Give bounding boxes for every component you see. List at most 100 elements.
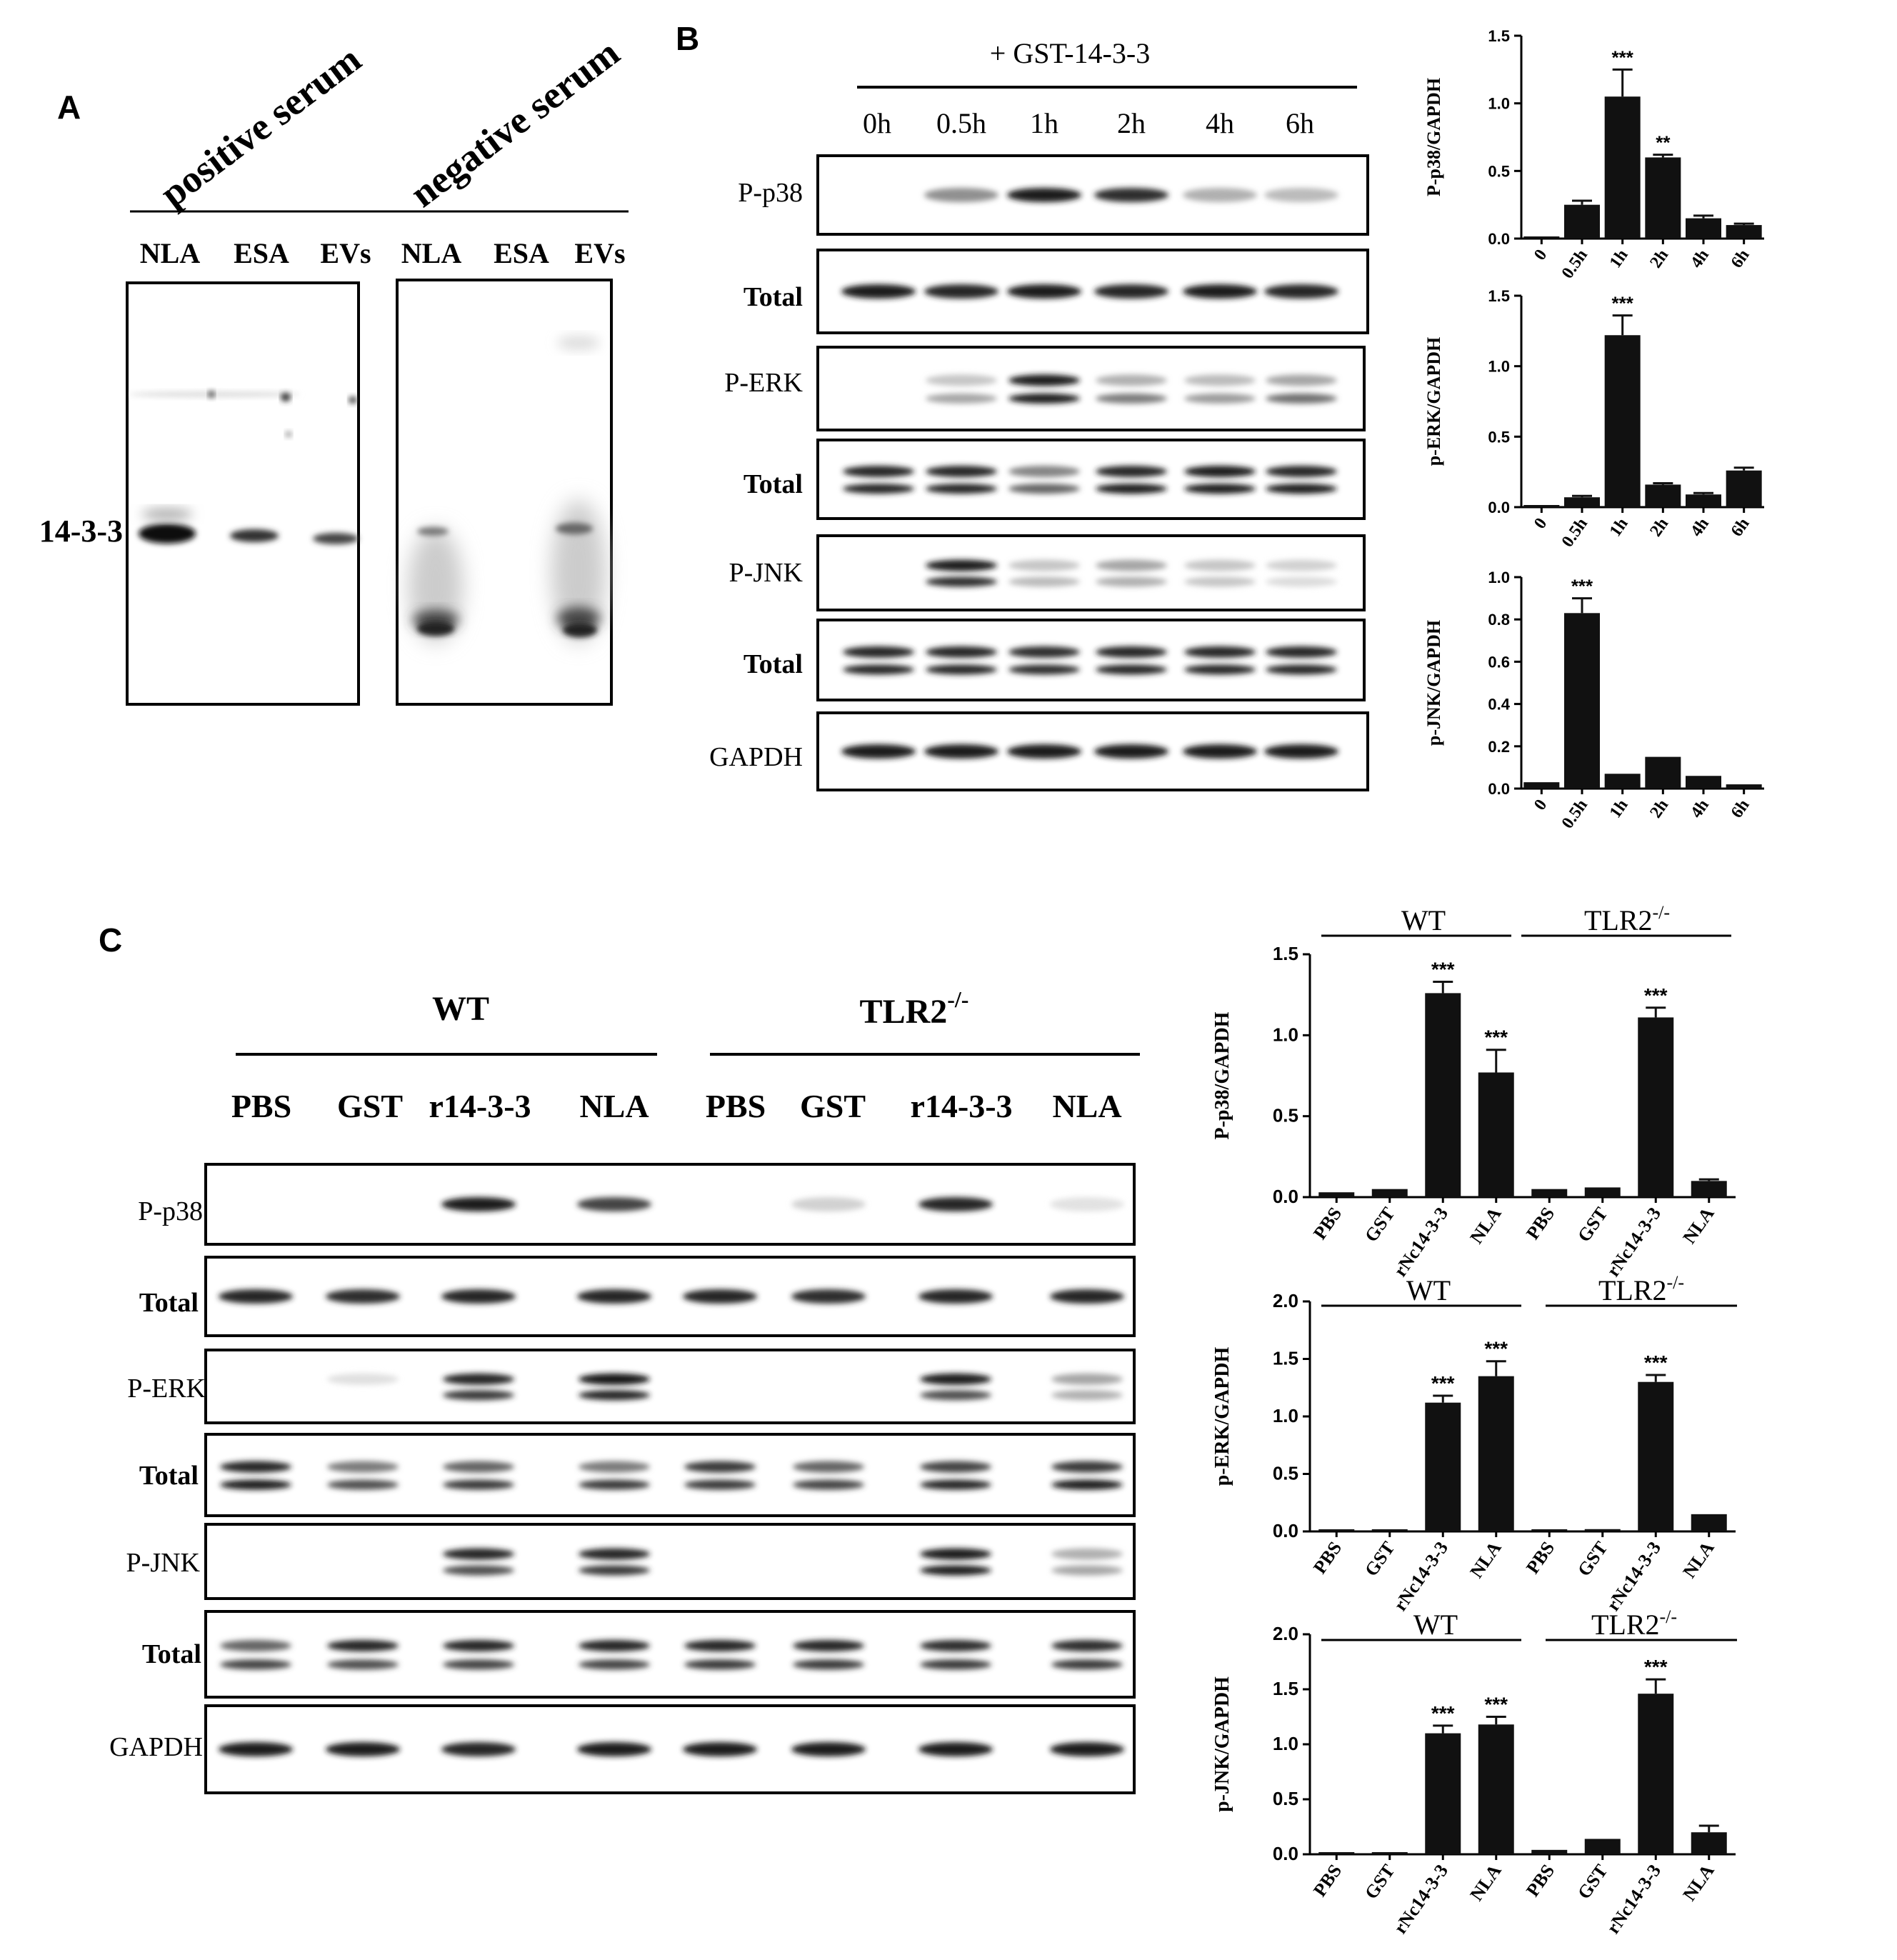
lane-label: EVs [574,237,625,269]
x-tick-label: GST [1573,1538,1612,1580]
row-label: P-p38 [138,1196,203,1226]
significance-label: *** [1484,1026,1508,1049]
x-tick-label: 2h [1646,515,1672,541]
row-label: GAPDH [709,742,803,772]
y-tick-label: 0.8 [1488,611,1510,629]
group-label-tlr2: TLR2-/- [860,986,969,1031]
blot-band [1051,1390,1123,1401]
blot-band [1094,284,1168,299]
blot-band [577,1742,651,1756]
row-label: Total [142,1639,201,1669]
blot-band [924,744,998,759]
y-axis-label: P-p38/GAPDH [1211,1011,1233,1139]
blot-band [1266,466,1337,477]
bar [1531,1529,1568,1531]
superscript: -/- [1667,1272,1685,1293]
blot-band [1051,1461,1123,1473]
blot-positive-serum [126,281,360,706]
blot-band [579,1373,650,1385]
bar [1371,1189,1408,1197]
blot-band [1051,1548,1123,1560]
blot-band [327,1373,399,1385]
blot-band [579,1390,650,1401]
y-tick-label: 0.4 [1488,696,1510,714]
x-tick-label: rNc14-3-3 [1390,1861,1453,1938]
panel-b: B + GST-14-3-3 0h 0.5h 1h 2h 4h 6h P-p38… [676,20,1369,791]
y-tick-label: 0.5 [1273,1788,1298,1809]
x-tick-label: PBS [1309,1204,1346,1244]
blot-band [1007,188,1081,202]
bar [1726,470,1762,507]
significance-label: *** [1611,46,1633,68]
significance-label: *** [1644,1351,1668,1374]
y-tick-label: 1.0 [1273,1733,1298,1754]
blot-band [1266,559,1337,571]
x-tick-label: 1h [1606,515,1632,541]
group-label-wt: WT [432,990,489,1028]
blot-band [1008,576,1080,587]
y-tick-label: 2.0 [1273,1623,1298,1644]
blot-band [1094,188,1168,202]
panel-b-letter: B [676,20,699,57]
blot-band [920,1479,991,1490]
blot-band [326,1289,400,1304]
group-label-text: TLR2 [1598,1274,1667,1306]
blot-band [1184,374,1256,386]
blot-band [684,1640,756,1651]
row-label: Total [744,282,803,312]
blot-band [441,1197,516,1211]
blot-band [1183,188,1257,202]
lane-label: PBS [706,1088,766,1124]
blot-band [443,1373,514,1385]
significance-label: *** [1644,1656,1668,1678]
panel-c-lanes: PBS GST r14-3-3 NLA PBS GST r14-3-3 NLA [231,1088,1122,1124]
y-tick-label: 0.0 [1273,1186,1298,1207]
blot-band [1184,484,1256,494]
blot-band [443,1479,514,1490]
superscript: -/- [947,986,968,1012]
bar [1318,1852,1355,1854]
y-tick-label: 1.0 [1488,569,1510,586]
bar [1523,236,1560,239]
blot-band [920,1548,991,1560]
x-tick-label: GST [1573,1861,1612,1903]
negative-serum-label: negative serum [402,31,627,215]
x-tick-label: GST [1361,1204,1399,1246]
blot-band [684,1479,756,1490]
blot-row-frame [816,439,1366,520]
group-label: WT [1406,1274,1451,1306]
blot-row-frame [204,1163,1136,1246]
blot-band [579,1565,650,1576]
blot-band [220,1479,291,1490]
blot-band [926,393,997,404]
y-tick-label: 0.2 [1488,738,1510,756]
bar [1371,1852,1408,1854]
row-label: P-JNK [126,1548,201,1578]
blot-band [1008,559,1080,571]
blot-band [579,1479,650,1490]
x-tick-label: NLA [1466,1861,1505,1905]
blot-band [1096,664,1167,675]
group-label-text: WT [1406,1274,1451,1306]
x-tick-label: rNc14-3-3 [1603,1538,1666,1615]
x-tick-label: NLA [1466,1204,1505,1248]
group-label-text: WT [1413,1609,1458,1641]
blot-band [684,1461,756,1473]
blot-band [579,1461,650,1473]
row-label: Total [139,1461,199,1491]
bar [1726,225,1762,239]
x-tick-label: NLA [1466,1538,1505,1582]
blot-band [920,1565,991,1576]
blot-band [1184,664,1256,675]
blot-row-frame [204,1433,1136,1517]
y-tick-label: 1.0 [1488,358,1510,376]
x-tick-label: PBS [1522,1538,1558,1578]
blot-band [1184,466,1256,477]
blot-band [579,1659,650,1670]
x-tick-label: 0 [1531,515,1551,533]
blot-band [1051,1373,1123,1385]
blot-band [579,1548,650,1560]
blot-row-frame [816,534,1366,611]
y-tick-label: 0.5 [1488,428,1510,446]
